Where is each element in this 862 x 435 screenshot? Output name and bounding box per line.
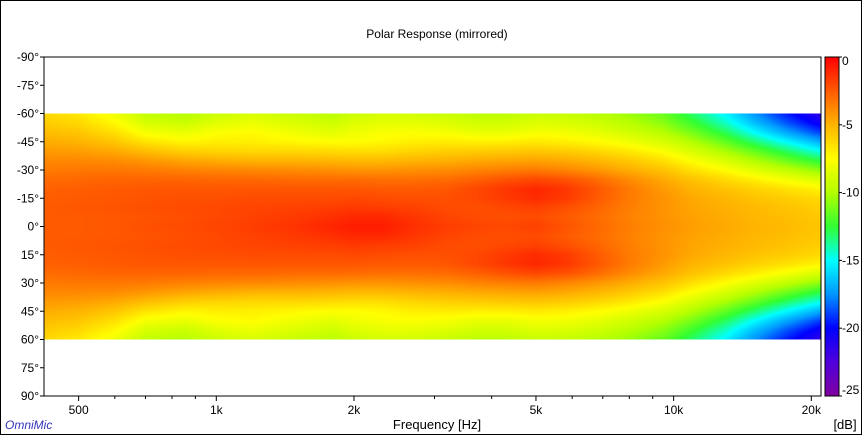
x-tick-label: 20k — [802, 403, 822, 417]
heatmap-layer — [44, 113, 821, 340]
y-tick-label: -45° — [17, 135, 39, 149]
y-tick-label: 90° — [21, 389, 39, 403]
y-tick-label: 30° — [21, 276, 39, 290]
colorbar-tick-label: -25 — [842, 383, 860, 397]
x-axis: 500 1k 2k 5k 10k 20k — [69, 396, 822, 417]
colorbar-tick-label: -15 — [842, 253, 860, 267]
heatmap-image — [44, 113, 821, 340]
colorbar-tick-label: -5 — [842, 118, 853, 132]
x-tick-label: 2k — [348, 403, 362, 417]
x-tick-label: 500 — [69, 403, 89, 417]
x-tick-label: 1k — [210, 403, 224, 417]
x-tick-label: 5k — [530, 403, 544, 417]
colorbar-tick-label: -20 — [842, 321, 860, 335]
x-axis-label: Frequency [Hz] — [393, 417, 481, 432]
chart-title: Polar Response (mirrored) — [366, 27, 507, 41]
y-axis: -90° -75° -60° -45° -30° -15° 0° 15° 30° 45° 60° 75… — [17, 50, 44, 403]
y-tick-label: -60° — [17, 107, 39, 121]
x-tick-label: 10k — [664, 403, 684, 417]
colorbar-gradient — [824, 56, 840, 397]
y-tick-label: 45° — [21, 304, 39, 318]
y-tick-label: 60° — [21, 333, 39, 347]
y-tick-label: -30° — [17, 163, 39, 177]
y-tick-label: -75° — [17, 78, 39, 92]
y-tick-label: -15° — [17, 191, 39, 205]
y-tick-label: -90° — [17, 50, 39, 64]
colorbar-unit-label: [dB] — [833, 417, 856, 432]
y-tick-label: 75° — [21, 361, 39, 375]
colorbar-tick-label: 0 — [842, 54, 849, 68]
brand-label: OmniMic — [5, 418, 52, 432]
y-tick-label: 0° — [28, 220, 40, 234]
y-tick-label: 15° — [21, 248, 39, 262]
colorbar-tick-label: -10 — [842, 186, 860, 200]
colorbar: 0 -5 -10 -15 -20 -25 — [824, 54, 860, 397]
